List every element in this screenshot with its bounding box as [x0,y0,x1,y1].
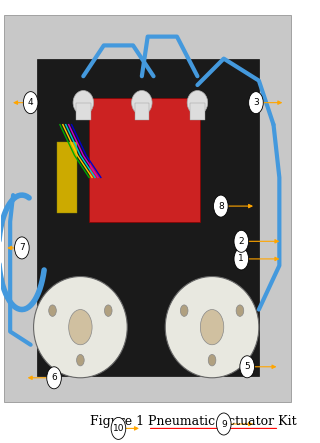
Circle shape [111,417,126,439]
Text: 2: 2 [238,237,244,246]
Ellipse shape [34,276,127,378]
Circle shape [47,367,61,389]
Ellipse shape [73,90,93,115]
Circle shape [208,354,216,366]
Text: Pneumatic Actuator Kit: Pneumatic Actuator Kit [148,415,296,428]
FancyBboxPatch shape [57,142,77,213]
Circle shape [236,305,244,316]
Text: 4: 4 [28,98,34,107]
Ellipse shape [165,276,259,378]
Circle shape [49,305,56,316]
Circle shape [249,92,263,114]
Text: 10: 10 [113,424,124,433]
Circle shape [200,310,224,345]
Text: 5: 5 [244,362,250,371]
Ellipse shape [132,90,152,115]
FancyBboxPatch shape [190,103,205,120]
Circle shape [216,413,231,435]
FancyBboxPatch shape [89,98,200,222]
Circle shape [76,354,84,366]
Circle shape [234,230,249,253]
Text: 3: 3 [253,98,259,107]
Circle shape [234,248,249,270]
Text: Figure 1: Figure 1 [90,415,148,428]
Text: 6: 6 [51,373,57,382]
Circle shape [180,305,188,316]
Circle shape [104,305,112,316]
FancyBboxPatch shape [76,103,91,120]
FancyBboxPatch shape [134,103,149,120]
Circle shape [69,310,92,345]
FancyBboxPatch shape [36,58,259,376]
Circle shape [23,92,38,114]
Circle shape [240,356,254,378]
Circle shape [14,237,29,259]
Text: 8: 8 [218,202,224,210]
Ellipse shape [187,90,208,115]
Circle shape [213,195,228,217]
Text: 7: 7 [19,243,25,253]
Text: 9: 9 [221,420,227,428]
Text: 1: 1 [238,254,244,264]
FancyBboxPatch shape [4,15,291,402]
